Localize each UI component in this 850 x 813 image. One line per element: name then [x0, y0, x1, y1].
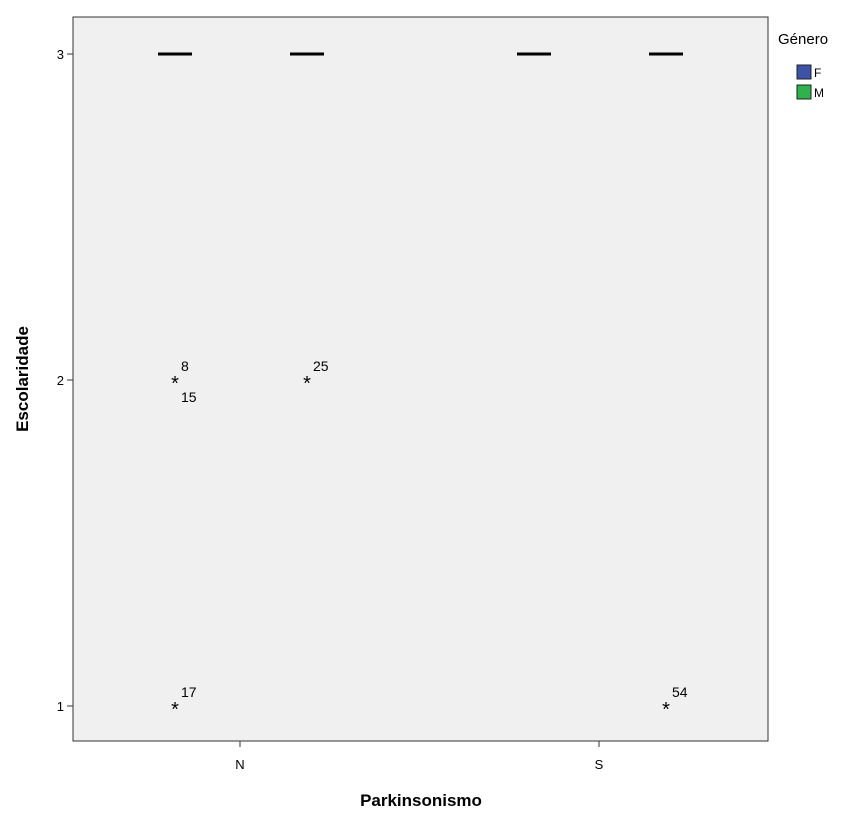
x-tick-label-N: N — [235, 757, 244, 772]
outlier-label-s-m-54: 54 — [672, 684, 688, 700]
legend-swatch-f — [796, 64, 812, 80]
outlier-star-n-m-0: * — [303, 373, 311, 395]
outlier-label-n-f-15: 15 — [181, 389, 197, 405]
outlier-star-n-f-1: * — [171, 699, 179, 721]
outlier-star-n-f-0: * — [171, 373, 179, 395]
y-tick-label-1: 1 — [57, 699, 64, 714]
box-groups: *815*17*25*54 — [158, 52, 688, 721]
x-axis-title: Parkinsonismo — [360, 791, 482, 810]
outlier-label-n-m-25: 25 — [313, 358, 329, 374]
legend-label-m: M — [814, 86, 824, 100]
legend-swatch-m — [796, 84, 812, 100]
plot-area — [72, 16, 769, 742]
legend-label-f: F — [814, 66, 821, 80]
legend-title: Género — [778, 31, 828, 48]
y-axis-title: Escolaridade — [13, 326, 32, 432]
x-tick-label-S: S — [595, 757, 604, 772]
y-tick-label-3: 3 — [57, 47, 64, 62]
outlier-star-s-m-0: * — [662, 699, 670, 721]
legend: Género F M — [778, 31, 828, 100]
y-tick-label-2: 2 — [57, 373, 64, 388]
outlier-label-n-f-17: 17 — [181, 684, 197, 700]
y-axis: 1 2 3 — [57, 47, 73, 714]
outlier-label-n-f-8: 8 — [181, 358, 189, 374]
